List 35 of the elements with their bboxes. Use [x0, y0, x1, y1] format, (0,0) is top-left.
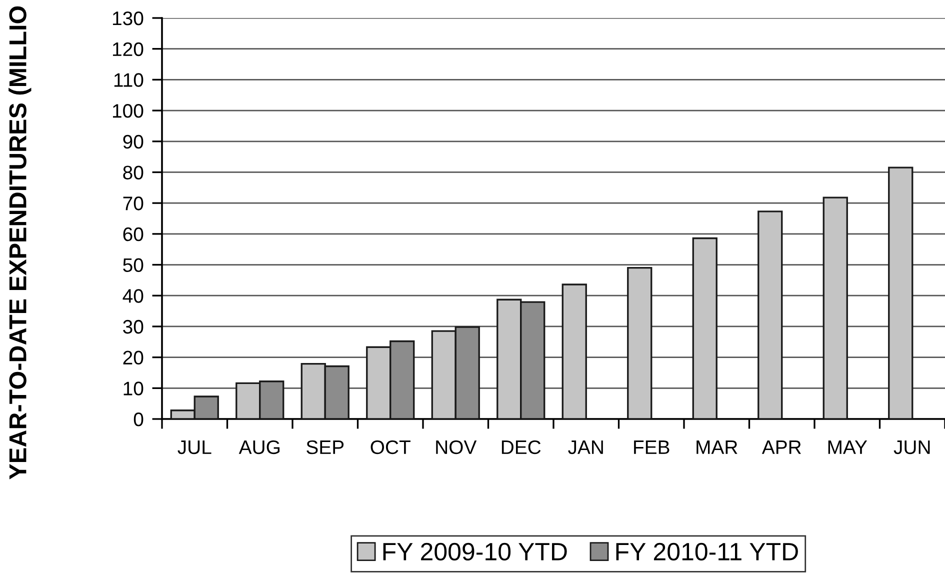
y-tick-label: 130	[112, 11, 144, 26]
y-tick-label: 40	[122, 289, 144, 303]
bar	[627, 267, 652, 419]
bar	[888, 166, 914, 419]
y-tick-label: 70	[123, 196, 144, 210]
x-tick-label: MAR	[696, 440, 738, 454]
x-tick-label: OCT	[370, 440, 410, 454]
x-tick-label: FEB	[634, 440, 670, 454]
y-tick-label: 100	[112, 104, 144, 118]
legend-label: FY 2009-10 YTD	[383, 542, 567, 561]
x-tick-label: NOV	[436, 440, 477, 454]
x-tick-label: APR	[762, 440, 801, 454]
y-tick-label: 50	[123, 258, 144, 272]
y-tick-label: 110	[114, 73, 144, 87]
bar	[822, 196, 848, 419]
legend-label: FY 2010-11 YTD	[616, 542, 798, 561]
y-tick-label: 10	[124, 382, 144, 396]
y-tick-label: 60	[123, 227, 144, 242]
y-axis-title: YEAR-TO-DATE EXPENDITURES (MILLIO	[8, 6, 32, 480]
bar	[692, 237, 718, 419]
x-tick-label: JUN	[894, 440, 930, 454]
x-tick-label: DEC	[502, 440, 541, 454]
bar	[562, 284, 587, 419]
y-tick-label: 30	[123, 320, 144, 334]
y-tick-label: 80	[123, 166, 144, 180]
x-tick-label: AUG	[238, 440, 280, 454]
x-tick-label: SEP	[306, 440, 344, 454]
y-tick-label: 90	[123, 134, 144, 149]
y-tick-label: 0	[134, 412, 144, 426]
y-tick-label: 20	[123, 350, 144, 365]
x-tick-label: MAY	[828, 440, 868, 454]
x-tick-label: JAN	[568, 440, 603, 454]
bar	[758, 210, 783, 419]
y-tick-label: 120	[112, 42, 144, 56]
x-tick-label: JUL	[178, 440, 212, 454]
